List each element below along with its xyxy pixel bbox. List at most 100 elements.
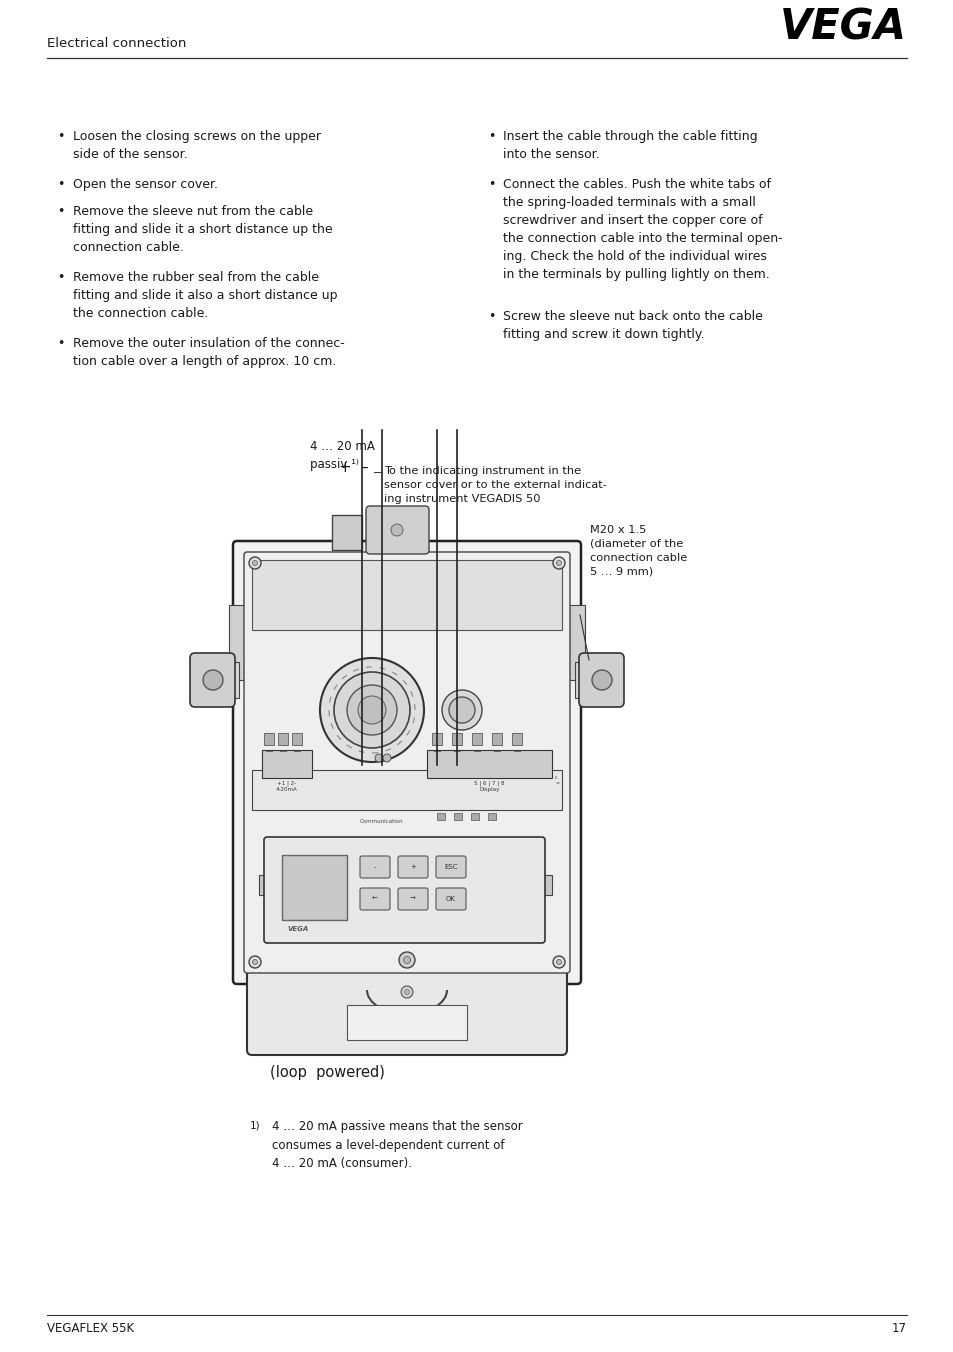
Bar: [332, 515, 361, 550]
Text: OK: OK: [446, 896, 456, 902]
Text: Remove the outer insulation of the connec-
tion cable over a length of approx. 1: Remove the outer insulation of the conne…: [73, 337, 344, 368]
FancyBboxPatch shape: [190, 653, 234, 707]
FancyBboxPatch shape: [247, 969, 566, 1055]
FancyBboxPatch shape: [397, 888, 428, 910]
Text: Remove the rubber seal from the cable
fitting and slide it also a short distance: Remove the rubber seal from the cable fi…: [73, 270, 337, 320]
Circle shape: [553, 557, 564, 569]
FancyBboxPatch shape: [233, 541, 580, 984]
Text: ←: ←: [372, 896, 377, 902]
FancyBboxPatch shape: [359, 888, 390, 910]
Circle shape: [441, 690, 481, 730]
Text: •: •: [488, 178, 495, 191]
FancyBboxPatch shape: [264, 837, 544, 942]
Circle shape: [553, 956, 564, 968]
Text: Screw the sleeve nut back onto the cable
fitting and screw it down tightly.: Screw the sleeve nut back onto the cable…: [502, 310, 762, 341]
FancyBboxPatch shape: [359, 856, 390, 877]
Text: +1 | 2-
4-20mA: +1 | 2- 4-20mA: [275, 780, 297, 792]
Text: -: -: [374, 864, 375, 869]
Bar: [292, 733, 302, 745]
Circle shape: [449, 698, 475, 723]
Text: Remove the sleeve nut from the cable
fitting and slide it a short distance up th: Remove the sleeve nut from the cable fit…: [73, 206, 333, 254]
Bar: [227, 662, 239, 698]
Text: 4 … 20 mA passive means that the sensor
consumes a level-dependent current of
4 : 4 … 20 mA passive means that the sensor …: [272, 1119, 522, 1169]
Bar: [541, 875, 552, 895]
Text: VEGA: VEGA: [780, 5, 906, 49]
Text: Open the sensor cover.: Open the sensor cover.: [73, 178, 218, 191]
Text: Insert the cable through the cable fitting
into the sensor.: Insert the cable through the cable fitti…: [502, 130, 757, 161]
Text: +: +: [410, 864, 416, 869]
Text: 17: 17: [891, 1322, 906, 1334]
Bar: [568, 604, 584, 680]
Text: Loosen the closing screws on the upper
side of the sensor.: Loosen the closing screws on the upper s…: [73, 130, 320, 161]
Bar: [277, 733, 288, 745]
Bar: [432, 733, 441, 745]
Text: Connect the cables. Push the white tabs of
the spring-loaded terminals with a sm: Connect the cables. Push the white tabs …: [502, 178, 781, 281]
Text: •: •: [488, 310, 495, 323]
Circle shape: [249, 956, 261, 968]
Bar: [472, 733, 481, 745]
Text: •: •: [57, 206, 64, 218]
Circle shape: [556, 960, 561, 964]
FancyBboxPatch shape: [397, 856, 428, 877]
FancyBboxPatch shape: [578, 653, 623, 707]
Circle shape: [347, 685, 396, 735]
Circle shape: [404, 990, 409, 995]
Circle shape: [249, 557, 261, 569]
Bar: [512, 733, 521, 745]
Circle shape: [253, 960, 257, 964]
Text: VEGA: VEGA: [287, 926, 308, 932]
Text: •: •: [57, 270, 64, 284]
Text: 5 | 6 | 7 | 8
Display: 5 | 6 | 7 | 8 Display: [474, 780, 504, 792]
Circle shape: [592, 671, 612, 690]
Bar: [258, 875, 269, 895]
Text: (loop  powered): (loop powered): [270, 1065, 384, 1080]
Circle shape: [391, 525, 402, 535]
FancyBboxPatch shape: [244, 552, 569, 973]
Bar: [264, 733, 274, 745]
Bar: [436, 813, 444, 821]
Text: 1): 1): [250, 1119, 260, 1130]
Text: Communication: Communication: [360, 819, 403, 823]
Text: +: +: [337, 460, 351, 475]
Circle shape: [334, 672, 410, 748]
Bar: [452, 733, 461, 745]
Circle shape: [375, 754, 382, 763]
Bar: [262, 750, 312, 777]
Circle shape: [253, 561, 257, 565]
FancyBboxPatch shape: [366, 506, 429, 554]
Text: To the indicating instrument in the
sensor cover or to the external indicat-
ing: To the indicating instrument in the sens…: [384, 466, 606, 504]
Circle shape: [382, 754, 391, 763]
Bar: [229, 604, 245, 680]
Bar: [575, 662, 586, 698]
Text: •: •: [488, 130, 495, 143]
Circle shape: [357, 696, 386, 725]
Circle shape: [398, 952, 415, 968]
Bar: [454, 813, 461, 821]
Bar: [488, 813, 496, 821]
Text: •: •: [57, 178, 64, 191]
Text: •: •: [57, 337, 64, 350]
Text: –: –: [359, 460, 367, 475]
Text: VEGAFLEX 55K: VEGAFLEX 55K: [47, 1322, 134, 1334]
FancyBboxPatch shape: [436, 856, 465, 877]
Text: c
=: c =: [555, 775, 558, 786]
Text: M20 x 1.5
(diameter of the
connection cable
5 … 9 mm): M20 x 1.5 (diameter of the connection ca…: [589, 525, 686, 577]
Bar: [471, 813, 478, 821]
Bar: [347, 1005, 467, 1040]
Text: •: •: [57, 130, 64, 143]
Circle shape: [400, 986, 413, 998]
Bar: [252, 771, 561, 810]
Text: Electrical connection: Electrical connection: [47, 37, 186, 50]
Circle shape: [319, 658, 423, 763]
Bar: [492, 733, 501, 745]
Text: ESC: ESC: [444, 864, 457, 869]
Circle shape: [203, 671, 223, 690]
Bar: [427, 750, 552, 777]
Text: →: →: [410, 896, 416, 902]
FancyBboxPatch shape: [436, 888, 465, 910]
Circle shape: [556, 561, 561, 565]
Bar: [282, 854, 347, 919]
Bar: [252, 560, 561, 630]
Circle shape: [403, 956, 410, 964]
Text: 4 … 20 mA
passiv ¹⁾: 4 … 20 mA passiv ¹⁾: [310, 439, 375, 470]
